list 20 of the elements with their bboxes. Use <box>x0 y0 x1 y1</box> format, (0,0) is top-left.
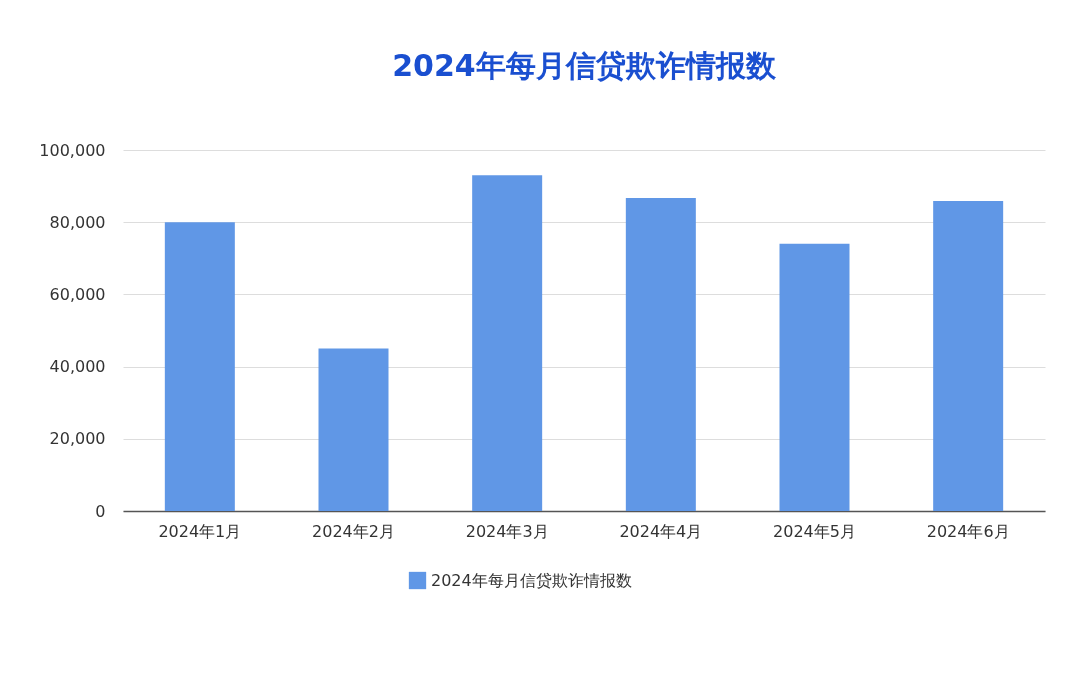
y-tick-label: 60,000 <box>49 284 106 304</box>
x-tick-label: 2024年6月 <box>926 521 1010 541</box>
y-tick-label: 0 <box>95 501 106 521</box>
bar <box>164 222 235 511</box>
y-tick-label: 40,000 <box>49 357 106 377</box>
y-tick-label: 20,000 <box>49 429 106 449</box>
bar <box>318 348 389 511</box>
bar <box>625 198 696 511</box>
bar <box>933 200 1004 511</box>
bar <box>472 175 543 511</box>
bar <box>779 243 850 511</box>
x-tick-label: 2024年4月 <box>619 521 703 541</box>
x-tick-label: 2024年3月 <box>465 521 549 541</box>
x-tick-label: 2024年2月 <box>312 521 395 541</box>
chart-title: 2024年每月信贷欺诈情报数 <box>392 48 777 83</box>
x-tick-label: 2024年5月 <box>773 521 856 541</box>
x-tick-label: 2024年1月 <box>158 521 242 541</box>
y-tick-label: 80,000 <box>49 212 106 232</box>
y-tick-label: 100,000 <box>39 140 106 160</box>
legend-label: 2024年每月信贷欺诈情报数 <box>431 570 632 590</box>
